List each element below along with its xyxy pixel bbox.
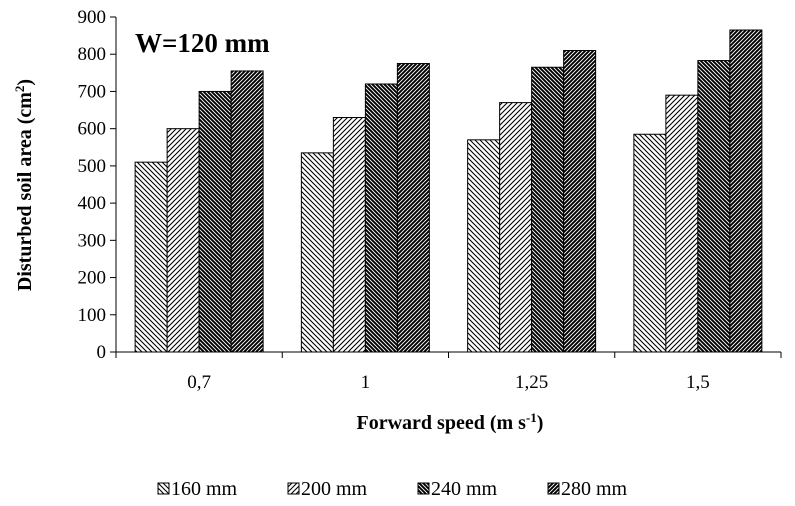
bar-280-mm-1 — [396, 63, 430, 353]
legend-item: 200 mm — [287, 478, 368, 500]
legend-swatch — [547, 482, 560, 495]
bar-160-mm-1,5 — [633, 133, 667, 353]
plot-area: 0 100 200 300 400 500 600 700 800 900 0,7 1 1,25 1,5 — [78, 7, 782, 393]
legend-swatch — [417, 482, 430, 495]
y-tick-label: 800 — [78, 44, 107, 65]
bar-200-mm-0,7 — [166, 128, 200, 353]
bar-280-mm-1,5 — [729, 29, 763, 353]
bar-240-mm-0,7 — [198, 90, 232, 353]
x-tick-label: 0,7 — [187, 372, 211, 393]
bar-160-mm-0,7 — [134, 161, 168, 353]
legend-label: 240 mm — [431, 478, 498, 500]
bar-240-mm-1 — [364, 83, 398, 353]
legend-label: 280 mm — [561, 478, 628, 500]
x-axis-title: Forward speed (m s-1) — [357, 410, 544, 434]
x-tick-label: 1,5 — [686, 372, 710, 393]
legend-swatch — [157, 482, 170, 495]
bar-280-mm-0,7 — [230, 70, 264, 353]
chart-annotation: W=120 mm — [135, 28, 270, 58]
legend-label: 200 mm — [301, 478, 368, 500]
y-axis-title: Disturbed soil area (cm2) — [12, 79, 36, 291]
y-tick-label: 0 — [97, 342, 107, 363]
legend-item: 160 mm — [157, 478, 238, 500]
y-tick-label: 300 — [78, 230, 107, 251]
legend-item: 280 mm — [547, 478, 628, 500]
x-tick-label: 1 — [361, 372, 371, 393]
bar-200-mm-1,5 — [665, 94, 699, 353]
y-tick-label: 400 — [78, 193, 107, 214]
y-tick-label: 200 — [78, 268, 107, 289]
legend-item: 240 mm — [417, 478, 498, 500]
y-tick-label: 600 — [78, 119, 107, 140]
y-tick-label: 100 — [78, 305, 107, 326]
bar-160-mm-1,25 — [467, 139, 501, 353]
legend: 160 mm 200 mm 240 mm 280 mm — [157, 478, 628, 500]
y-tick-label: 900 — [78, 7, 107, 28]
bar-160-mm-1 — [300, 152, 334, 353]
legend-swatch — [287, 482, 300, 495]
bar-280-mm-1,25 — [563, 50, 597, 353]
legend-label: 160 mm — [171, 478, 238, 500]
y-tick-label: 500 — [78, 156, 107, 177]
bar-200-mm-1,25 — [499, 102, 533, 353]
bar-240-mm-1,5 — [697, 60, 731, 353]
x-tick-label: 1,25 — [515, 372, 548, 393]
y-tick-label: 700 — [78, 81, 107, 102]
bar-240-mm-1,25 — [531, 66, 565, 353]
bar-200-mm-1 — [332, 117, 366, 353]
